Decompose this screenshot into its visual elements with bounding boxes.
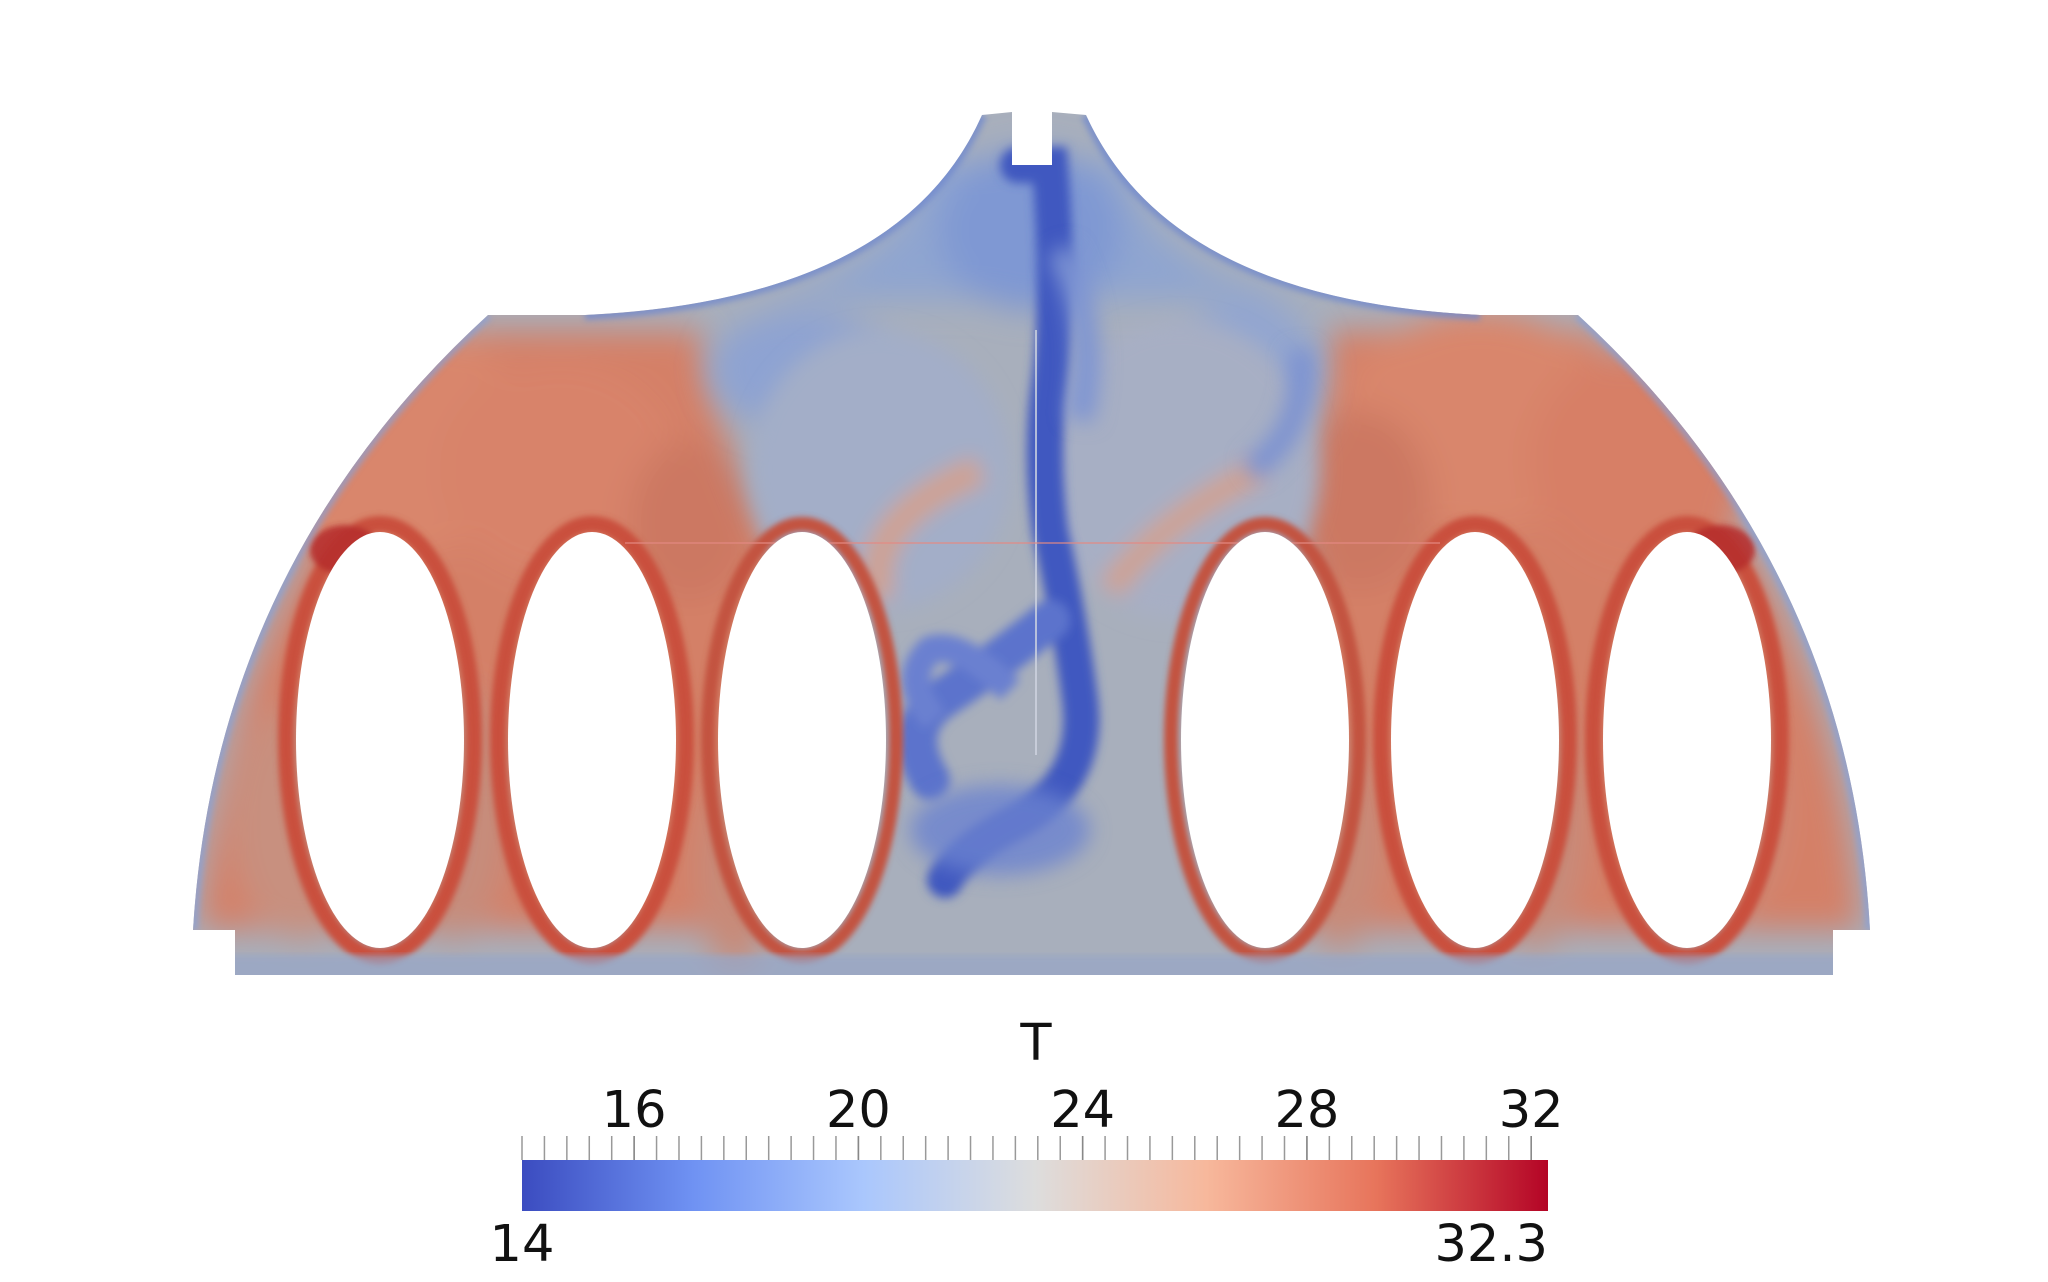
cylinder-hole	[718, 532, 886, 948]
colormap-bar	[522, 1160, 1548, 1211]
cylinder-hole	[1181, 532, 1349, 948]
major-tick-labels: 16 20 24 28 32	[602, 1081, 1564, 1140]
minor-ticks	[521, 1136, 1532, 1160]
major-tick-label: 28	[1274, 1081, 1339, 1140]
major-tick-label: 20	[826, 1081, 891, 1140]
major-tick-label: 32	[1499, 1081, 1564, 1140]
temperature-field	[193, 112, 1870, 975]
scalar-bar-title: T	[1019, 1014, 1052, 1073]
warm-region-left	[200, 320, 780, 970]
major-tick-label: 24	[1050, 1081, 1115, 1140]
cylinder-holes	[296, 532, 1771, 948]
cylinder-hole	[1603, 532, 1771, 948]
cold-wake	[910, 244, 1314, 875]
range-max-label: 32.3	[1434, 1215, 1548, 1274]
cylinder-hole	[508, 532, 676, 948]
cylinder-hole	[296, 532, 464, 948]
scalar-bar: T 16 20 24 28 32 14 32.3	[490, 1014, 1564, 1274]
major-tick-label: 16	[602, 1081, 667, 1140]
range-min-label: 14	[490, 1215, 555, 1274]
cylinder-hole	[1391, 532, 1559, 948]
